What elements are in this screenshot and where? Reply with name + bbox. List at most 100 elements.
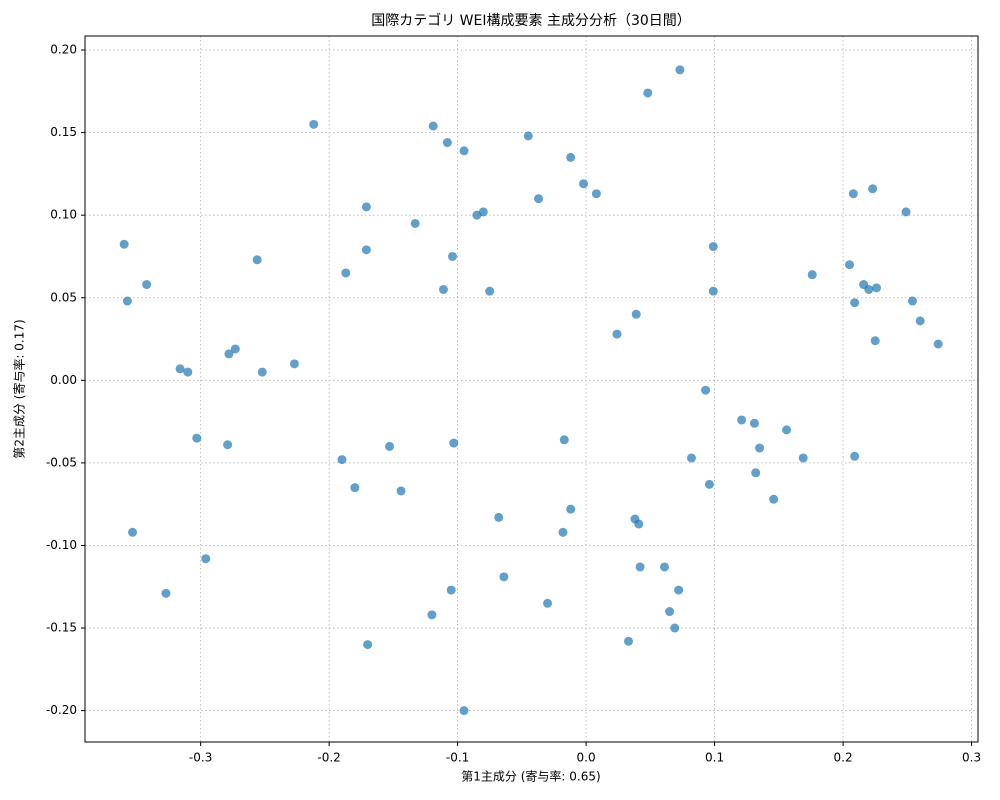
point bbox=[643, 88, 653, 98]
point bbox=[175, 364, 185, 374]
point bbox=[534, 194, 544, 204]
x-tick-label: -0.2 bbox=[317, 751, 340, 765]
point bbox=[410, 218, 420, 228]
point bbox=[428, 121, 438, 131]
point bbox=[807, 270, 817, 280]
point bbox=[446, 585, 456, 595]
point bbox=[708, 286, 718, 296]
point bbox=[142, 280, 152, 290]
point bbox=[782, 425, 792, 435]
point bbox=[708, 242, 718, 252]
point bbox=[128, 527, 138, 537]
point bbox=[252, 255, 262, 265]
point bbox=[845, 260, 855, 270]
point bbox=[850, 298, 860, 308]
y-tick-label: 0.20 bbox=[50, 43, 77, 57]
point bbox=[634, 519, 644, 529]
point bbox=[915, 316, 925, 326]
point bbox=[635, 562, 645, 572]
point bbox=[686, 453, 696, 463]
y-tick-label: -0.20 bbox=[46, 703, 77, 717]
y-tick-label: 0.15 bbox=[50, 125, 77, 139]
point bbox=[701, 385, 711, 395]
point bbox=[704, 479, 714, 489]
point bbox=[478, 207, 488, 217]
point bbox=[566, 504, 576, 514]
point bbox=[350, 483, 360, 493]
x-tick-label: -0.3 bbox=[189, 751, 212, 765]
point bbox=[870, 336, 880, 346]
point bbox=[566, 152, 576, 162]
point bbox=[749, 418, 759, 428]
x-tick-label: 0.3 bbox=[962, 751, 981, 765]
point bbox=[901, 207, 911, 217]
point bbox=[192, 433, 202, 443]
point bbox=[494, 512, 504, 522]
plot-frame bbox=[84, 35, 979, 743]
point bbox=[337, 455, 347, 465]
point bbox=[230, 344, 240, 354]
point bbox=[612, 329, 622, 339]
point bbox=[447, 251, 457, 261]
point bbox=[751, 468, 761, 478]
chart-title: 国際カテゴリ WEI構成要素 主成分分析（30日間） bbox=[371, 12, 691, 29]
x-tick-label: -0.1 bbox=[446, 751, 469, 765]
point bbox=[737, 415, 747, 425]
point bbox=[848, 189, 858, 199]
point bbox=[624, 636, 634, 646]
point bbox=[289, 359, 299, 369]
point bbox=[201, 554, 211, 564]
point bbox=[907, 296, 917, 306]
point bbox=[363, 640, 373, 650]
point bbox=[558, 527, 568, 537]
point bbox=[499, 572, 509, 582]
point bbox=[670, 623, 680, 633]
y-tick-label: -0.15 bbox=[46, 621, 77, 635]
point bbox=[341, 268, 351, 278]
points bbox=[119, 65, 943, 716]
point bbox=[183, 367, 193, 377]
point bbox=[459, 146, 469, 156]
point bbox=[122, 296, 132, 306]
point bbox=[798, 453, 808, 463]
y-tick-label: 0.00 bbox=[50, 373, 77, 387]
point bbox=[485, 286, 495, 296]
point bbox=[659, 562, 669, 572]
point bbox=[309, 119, 319, 129]
point bbox=[396, 486, 406, 496]
point bbox=[361, 202, 371, 212]
point bbox=[361, 245, 371, 255]
x-tick-label: 0.0 bbox=[577, 751, 596, 765]
point bbox=[543, 598, 553, 608]
point bbox=[427, 610, 437, 620]
point bbox=[559, 435, 569, 445]
y-tick-label: -0.10 bbox=[46, 538, 77, 552]
point bbox=[675, 65, 685, 75]
point bbox=[755, 443, 765, 453]
y-tick-label: -0.05 bbox=[46, 455, 77, 469]
point bbox=[119, 239, 129, 249]
point bbox=[591, 189, 601, 199]
point bbox=[871, 283, 881, 293]
point bbox=[224, 349, 234, 359]
y-tick-label: 0.10 bbox=[50, 208, 77, 222]
point bbox=[933, 339, 943, 349]
point bbox=[674, 585, 684, 595]
point bbox=[223, 440, 233, 450]
ticks: -0.3 -0.2 -0.1 0.0 0.1 0.2 0.3 -0.20 -0.15 -0.10 -… bbox=[46, 43, 981, 765]
x-tick-label: 0.2 bbox=[834, 751, 853, 765]
grid bbox=[85, 36, 978, 742]
x-axis-label: 第1主成分 (寄与率: 0.65) bbox=[461, 769, 600, 784]
point bbox=[523, 131, 533, 141]
point bbox=[850, 451, 860, 461]
point bbox=[631, 309, 641, 319]
point bbox=[579, 179, 589, 189]
point bbox=[868, 184, 878, 194]
x-tick-label: 0.1 bbox=[705, 751, 724, 765]
point bbox=[385, 441, 395, 451]
y-tick-label: 0.05 bbox=[50, 290, 77, 304]
point bbox=[864, 284, 874, 294]
point bbox=[161, 588, 171, 598]
point bbox=[438, 284, 448, 294]
